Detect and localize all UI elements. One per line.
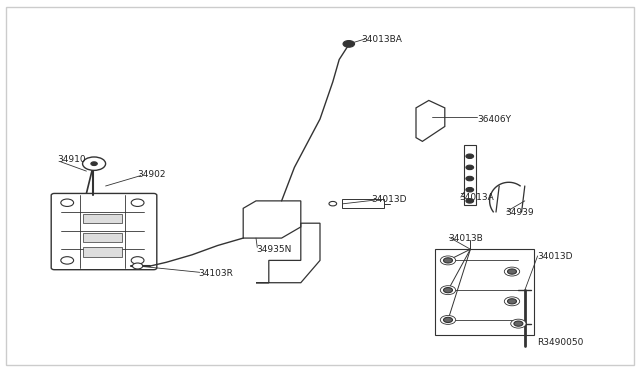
Circle shape [440, 315, 456, 324]
Circle shape [131, 199, 144, 206]
FancyBboxPatch shape [51, 193, 157, 270]
Text: 34013B: 34013B [448, 234, 483, 243]
Circle shape [91, 162, 97, 166]
Circle shape [508, 299, 516, 304]
Circle shape [61, 257, 74, 264]
Circle shape [131, 257, 144, 264]
Text: 34103R: 34103R [198, 269, 233, 278]
Text: 34013D: 34013D [538, 252, 573, 261]
Circle shape [508, 269, 516, 274]
Circle shape [83, 157, 106, 170]
Circle shape [444, 258, 452, 263]
Circle shape [329, 201, 337, 206]
Bar [83, 247, 122, 257]
Circle shape [466, 199, 474, 203]
Text: 34013A: 34013A [460, 193, 494, 202]
Circle shape [466, 176, 474, 181]
Circle shape [440, 286, 456, 295]
Circle shape [514, 321, 523, 326]
Circle shape [466, 165, 474, 170]
Text: 34910: 34910 [58, 155, 86, 164]
Text: 34902: 34902 [138, 170, 166, 179]
Text: 34013D: 34013D [371, 195, 406, 203]
Circle shape [466, 187, 474, 192]
Bar [83, 232, 122, 242]
Circle shape [61, 199, 74, 206]
Circle shape [444, 317, 452, 323]
Text: 34939: 34939 [506, 208, 534, 217]
Text: 36406Y: 36406Y [477, 115, 511, 124]
Circle shape [440, 256, 456, 265]
Circle shape [343, 41, 355, 47]
Circle shape [466, 154, 474, 158]
Circle shape [511, 319, 526, 328]
Bar [435, 249, 534, 335]
Bar [464, 145, 476, 205]
Circle shape [132, 263, 143, 269]
Bar [83, 214, 122, 223]
Circle shape [504, 297, 520, 306]
Circle shape [504, 267, 520, 276]
Circle shape [444, 288, 452, 293]
Bar [342, 199, 384, 208]
Text: R3490050: R3490050 [538, 338, 584, 347]
Text: 34935N: 34935N [256, 245, 291, 254]
Text: 34013BA: 34013BA [362, 35, 403, 44]
